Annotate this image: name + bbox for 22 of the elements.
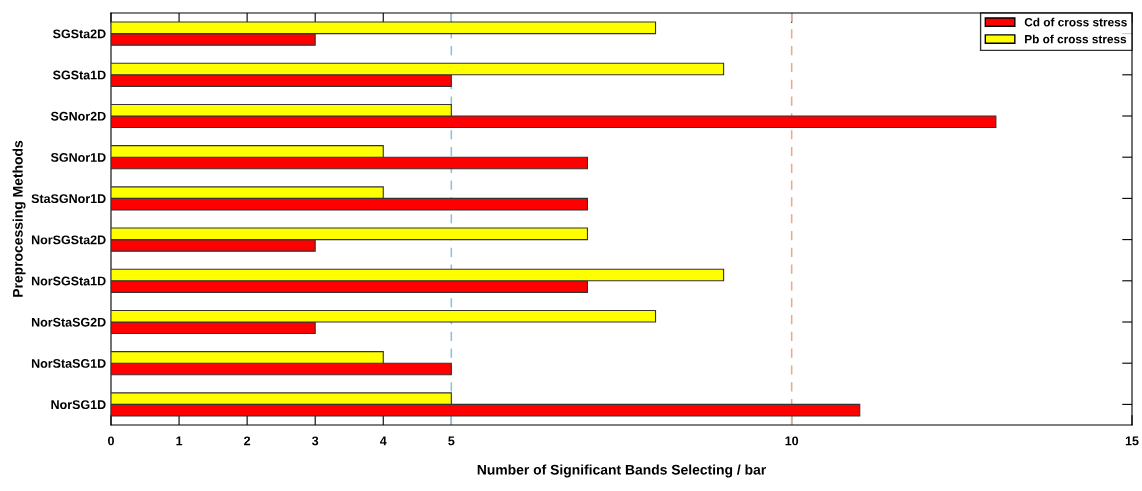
y-tick-label: SGNor1D bbox=[50, 153, 106, 162]
x-tick-label: 5 bbox=[448, 436, 455, 446]
x-tick-label: 1 bbox=[176, 436, 183, 446]
y-tick-label: NorStaSG2D bbox=[31, 317, 106, 327]
y-tick-label: NorSGSta1D bbox=[31, 276, 106, 286]
x-axis-title: Number of Significant Bands Selecting / bar bbox=[477, 464, 766, 478]
legend-label: Pb of cross stress bbox=[1025, 34, 1127, 44]
x-tick-label: 15 bbox=[1125, 436, 1139, 446]
legend-label: Cd of cross stress bbox=[1024, 17, 1127, 27]
y-tick-label: SGNor2D bbox=[50, 111, 106, 121]
y-tick-label: NorStaSG1D bbox=[31, 359, 106, 368]
x-tick-label: 4 bbox=[379, 436, 387, 446]
y-axis-title: Preprocessing Methods bbox=[12, 140, 26, 297]
y-tick-label: StaSGNor1D bbox=[31, 194, 106, 204]
y-tick-label: NorSGSta2D bbox=[31, 235, 106, 245]
y-tick-label: SGSta2D bbox=[53, 29, 106, 39]
y-tick-label: NorSG1D bbox=[51, 400, 106, 410]
x-tick-label: 10 bbox=[785, 436, 799, 446]
x-tick-label: 2 bbox=[244, 436, 251, 446]
x-tick-label: 0 bbox=[108, 436, 114, 446]
x-tick-label: 3 bbox=[312, 436, 319, 446]
y-tick-label: SGSta1D bbox=[53, 70, 106, 80]
